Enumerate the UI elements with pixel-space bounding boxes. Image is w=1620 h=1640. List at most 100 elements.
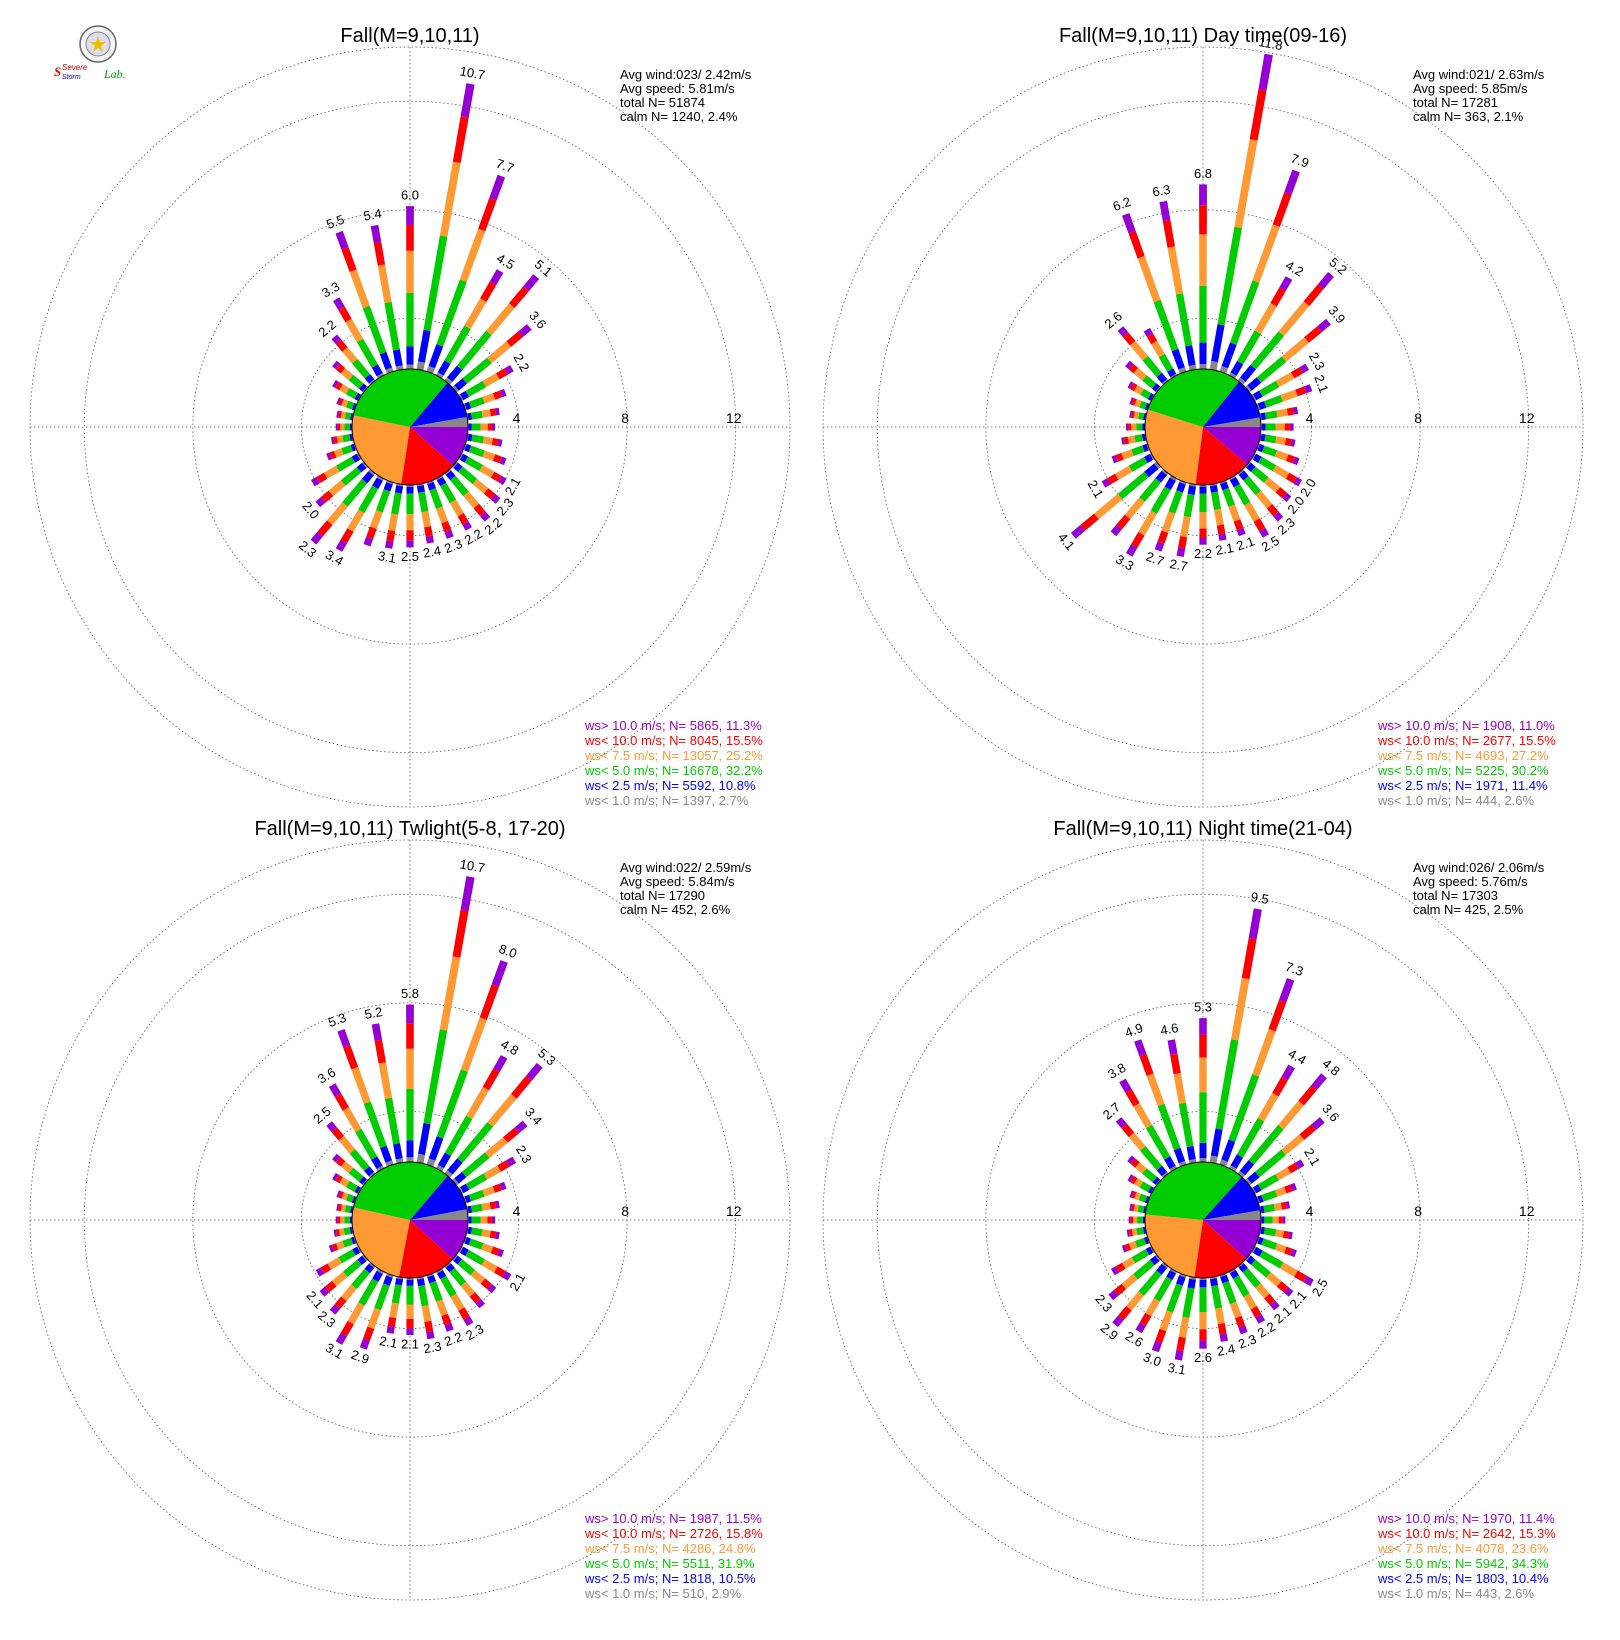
radial-tick-label: 12: [726, 1203, 742, 1219]
bar-segment: [487, 341, 512, 364]
bar-segment: [1216, 524, 1226, 535]
bar-segment: [373, 241, 386, 266]
bar-segment: [416, 1276, 424, 1280]
bar-segment: [436, 475, 443, 481]
bar-segment: [1171, 348, 1185, 370]
bar-segment: [440, 482, 457, 504]
radial-tick-label: 4: [513, 410, 521, 426]
bar-segment: [1140, 1146, 1163, 1171]
bar-segment: [406, 530, 414, 541]
bar-segment: [427, 481, 436, 491]
bar-total-label: 6.2: [1111, 194, 1133, 214]
bar-segment: [1290, 1182, 1297, 1192]
bar-segment: [1264, 395, 1283, 408]
bar-segment: [1209, 485, 1218, 493]
bar-segment: [320, 490, 334, 503]
bar-segment: [445, 1263, 455, 1273]
bar-segment: [454, 1171, 467, 1184]
bar-segment: [349, 1226, 353, 1234]
pie-outline: [1144, 1161, 1262, 1279]
bar-segment: [406, 346, 414, 365]
bar-segment: [1137, 255, 1161, 303]
bar-segment: [1133, 367, 1147, 381]
bar-segment: [387, 1316, 397, 1328]
bar-segment: [1250, 331, 1284, 370]
bar-segment: [341, 399, 349, 408]
bar-segment: [452, 909, 469, 958]
logo-text-b: Storm: [62, 74, 81, 81]
bar-segment: [1080, 513, 1099, 531]
bar-segment: [1255, 1149, 1286, 1178]
bar-segment: [362, 1179, 368, 1186]
pie-slice: [410, 1220, 469, 1260]
bar-segment: [367, 1307, 381, 1329]
bar-segment: [1143, 327, 1153, 337]
bar-segment: [444, 469, 452, 475]
bar-segment: [460, 1017, 487, 1072]
bar-segment: [406, 250, 414, 293]
bar-segment: [1133, 411, 1140, 420]
bar-segment: [1251, 453, 1257, 460]
bar-total-label: 3.8: [1105, 1060, 1128, 1082]
bar-segment: [1199, 1340, 1207, 1349]
pie-slice: [1203, 1210, 1261, 1220]
panel-title: Fall(M=9,10,11) Day time(09-16): [1059, 25, 1347, 47]
bar-segment: [1304, 326, 1322, 343]
bar-segment: [470, 1227, 483, 1237]
bar-segment: [355, 1128, 378, 1160]
bar-segment: [467, 433, 473, 442]
bar-segment: [1142, 443, 1149, 452]
legend-entry: ws< 1.0 m/s; N= 443, 2.6%: [1377, 1586, 1535, 1601]
bar-segment: [1129, 1190, 1134, 1198]
bar-segment: [1128, 1229, 1133, 1237]
bar-segment: [1311, 1073, 1327, 1090]
bar-segment: [331, 1271, 348, 1287]
bar-segment: [1238, 1263, 1248, 1273]
bar-segment: [467, 1226, 473, 1235]
bar-segment: [341, 1284, 357, 1302]
bar-segment: [509, 286, 529, 308]
stats-line: total N= 17281: [1413, 95, 1498, 110]
bar-segment: [1295, 386, 1307, 397]
bar-segment: [1251, 1259, 1271, 1278]
bar-segment: [335, 1332, 348, 1345]
bar-segment: [406, 514, 414, 531]
bar-segment: [362, 461, 368, 469]
bar-segment: [1154, 461, 1161, 469]
bar-segment: [421, 1305, 432, 1322]
radial-tick-label: 4: [1306, 410, 1314, 426]
bar-segment: [341, 445, 353, 455]
bar-segment: [1245, 461, 1251, 468]
bar-segment: [337, 423, 341, 431]
bar-segment: [1279, 276, 1293, 291]
bar-segment: [340, 411, 346, 420]
bar-segment: [1268, 999, 1287, 1032]
bar-segment: [385, 540, 394, 549]
bar-segment: [456, 330, 492, 371]
bar-segment: [454, 378, 467, 391]
bar-segment: [1134, 1237, 1147, 1248]
bar-segment: [1286, 454, 1295, 464]
bar-segment: [1257, 1195, 1264, 1204]
bar-segment: [356, 453, 362, 460]
bar-segment: [475, 1298, 485, 1309]
bar-segment: [1164, 1156, 1176, 1170]
bar-segment: [406, 1088, 414, 1141]
bar-segment: [1128, 230, 1145, 259]
bar-total-label: 6.3: [1151, 182, 1171, 200]
bar-segment: [1253, 1246, 1263, 1257]
bar-total-label: 2.3: [513, 1143, 535, 1166]
bar-segment: [480, 511, 491, 522]
bar-segment: [1211, 1285, 1223, 1309]
bar-total-label: 2.1: [401, 1336, 419, 1351]
bar-segment: [1229, 1269, 1239, 1279]
bar-segment: [1275, 1167, 1291, 1181]
bar-segment: [426, 480, 434, 485]
bar-segment: [358, 485, 379, 514]
bar-segment: [331, 334, 342, 345]
bar-segment: [444, 1262, 451, 1268]
bar-segment: [1274, 1243, 1287, 1254]
bar-segment: [1266, 1272, 1282, 1287]
bar-segment: [1174, 1349, 1184, 1361]
bar-segment: [458, 1307, 470, 1320]
